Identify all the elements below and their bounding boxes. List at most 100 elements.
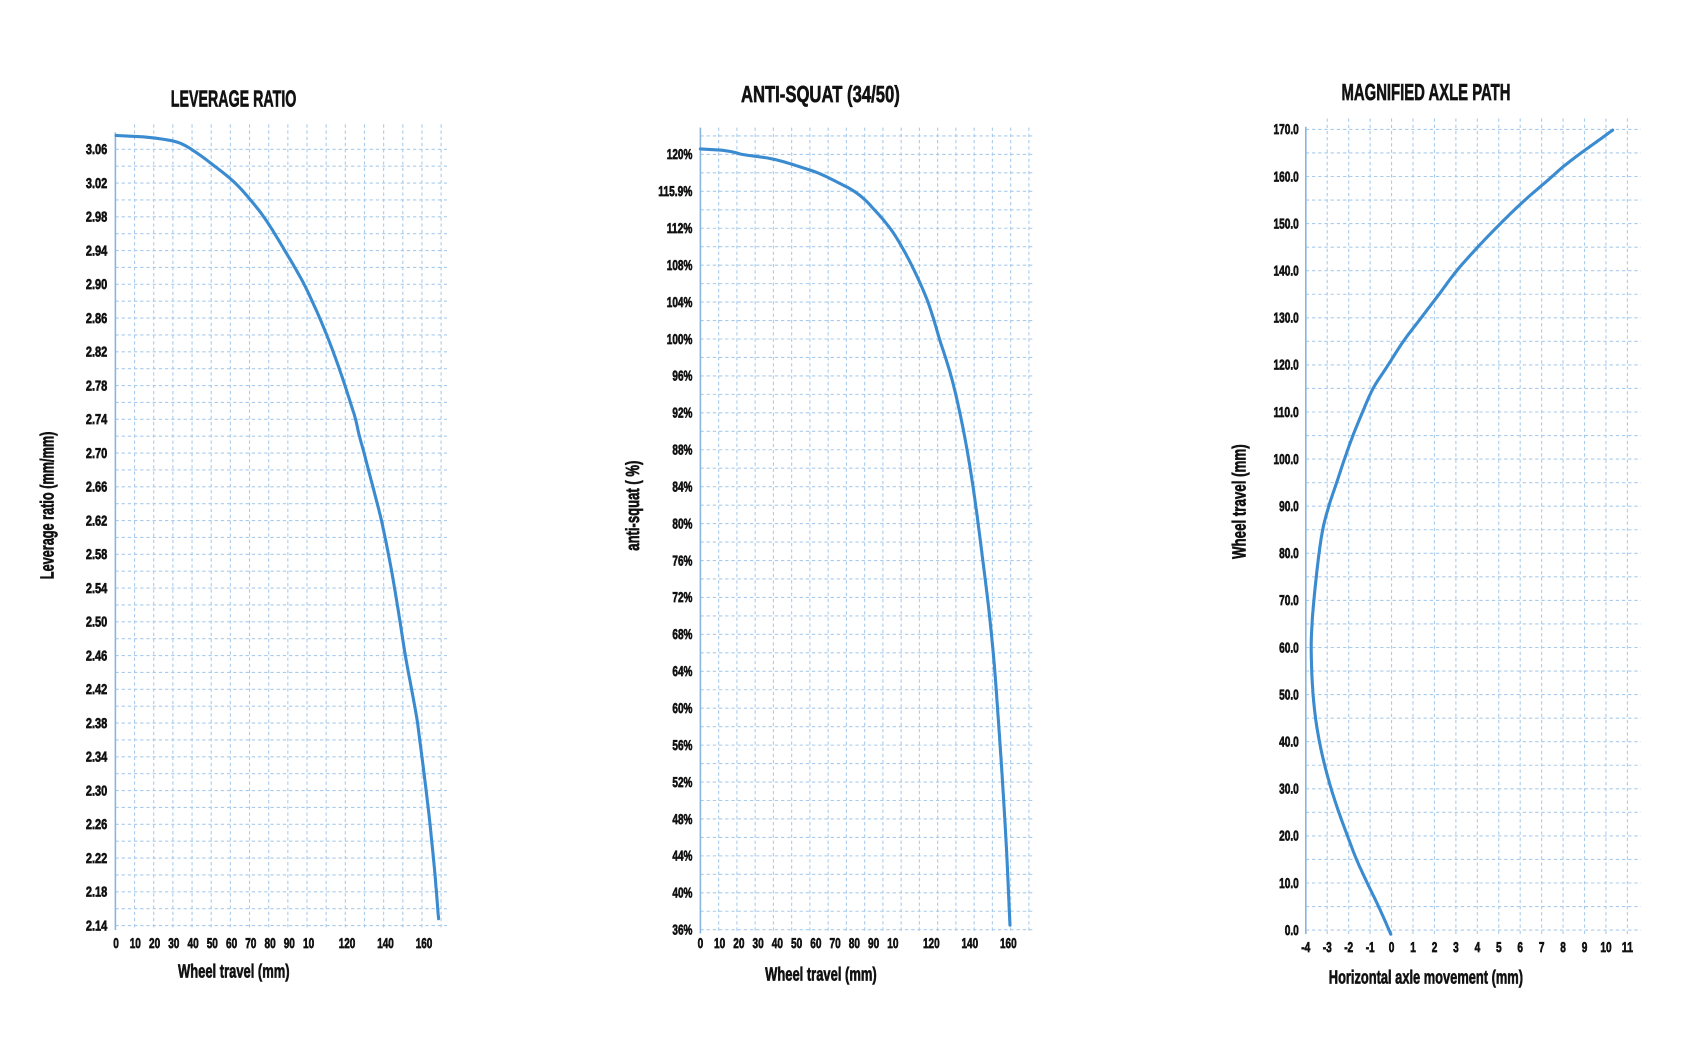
svg-text:30.0: 30.0 (1279, 782, 1299, 798)
svg-text:8: 8 (1560, 940, 1566, 956)
svg-text:84%: 84% (672, 480, 692, 496)
svg-text:2.18: 2.18 (86, 885, 107, 901)
svg-text:2.70: 2.70 (86, 446, 107, 462)
svg-text:10: 10 (1600, 940, 1611, 956)
svg-text:170.0: 170.0 (1274, 122, 1299, 138)
svg-text:40: 40 (188, 936, 199, 952)
svg-text:112%: 112% (667, 221, 693, 237)
svg-text:104%: 104% (667, 295, 693, 311)
svg-text:2: 2 (1432, 940, 1438, 956)
svg-text:Wheel travel (mm): Wheel travel (mm) (1229, 444, 1250, 559)
svg-text:110.0: 110.0 (1274, 405, 1299, 421)
svg-text:120%: 120% (667, 147, 693, 163)
svg-text:1: 1 (1410, 940, 1416, 956)
svg-text:115.9%: 115.9% (658, 184, 692, 200)
svg-text:48%: 48% (672, 812, 692, 828)
svg-text:2.14: 2.14 (86, 918, 107, 934)
svg-text:36%: 36% (672, 923, 692, 939)
svg-text:2.78: 2.78 (86, 378, 107, 394)
svg-text:0.0: 0.0 (1285, 923, 1299, 939)
svg-text:80.0: 80.0 (1279, 546, 1299, 562)
svg-text:96%: 96% (672, 369, 692, 385)
svg-text:0: 0 (1389, 940, 1395, 956)
svg-text:Leverage ratio (mm/mm): Leverage ratio (mm/mm) (38, 432, 59, 580)
svg-text:-2: -2 (1344, 940, 1353, 956)
svg-text:92%: 92% (672, 406, 692, 422)
svg-text:52%: 52% (672, 775, 692, 791)
svg-text:3: 3 (1453, 940, 1459, 956)
svg-text:30: 30 (753, 936, 764, 952)
svg-text:2.50: 2.50 (86, 615, 107, 631)
svg-text:140: 140 (377, 936, 394, 952)
svg-text:50: 50 (207, 936, 218, 952)
svg-text:160: 160 (416, 936, 433, 952)
svg-text:11: 11 (1622, 940, 1633, 956)
svg-text:-4: -4 (1301, 940, 1310, 956)
svg-text:60.0: 60.0 (1279, 640, 1299, 656)
svg-text:72%: 72% (672, 590, 692, 606)
svg-text:2.54: 2.54 (86, 581, 107, 597)
svg-text:44%: 44% (672, 849, 692, 865)
svg-text:2.26: 2.26 (86, 817, 107, 833)
svg-text:60%: 60% (672, 701, 692, 717)
svg-text:2.86: 2.86 (86, 311, 107, 327)
svg-text:160: 160 (1000, 936, 1017, 952)
svg-text:150.0: 150.0 (1274, 216, 1299, 232)
svg-text:2.38: 2.38 (86, 716, 107, 732)
svg-text:10: 10 (130, 936, 141, 952)
svg-text:-1: -1 (1366, 940, 1375, 956)
svg-text:4: 4 (1475, 940, 1481, 956)
svg-text:90: 90 (284, 936, 295, 952)
svg-text:6: 6 (1517, 940, 1523, 956)
svg-text:2.74: 2.74 (86, 412, 107, 428)
svg-text:2.82: 2.82 (86, 345, 107, 361)
svg-text:2.58: 2.58 (86, 547, 107, 563)
svg-text:9: 9 (1582, 940, 1588, 956)
svg-text:LEVERAGE RATIO: LEVERAGE RATIO (171, 85, 297, 111)
svg-text:90.0: 90.0 (1279, 499, 1299, 515)
svg-text:10: 10 (887, 936, 898, 952)
svg-text:68%: 68% (672, 627, 692, 643)
svg-text:10: 10 (303, 936, 314, 952)
svg-text:56%: 56% (672, 738, 692, 754)
svg-text:2.42: 2.42 (86, 682, 107, 698)
svg-text:5: 5 (1496, 940, 1502, 956)
svg-text:2.46: 2.46 (86, 648, 107, 664)
svg-text:Horizontal axle movement (mm): Horizontal axle movement (mm) (1329, 968, 1523, 989)
svg-text:2.94: 2.94 (86, 243, 107, 259)
svg-text:Wheel travel (mm): Wheel travel (mm) (178, 962, 290, 983)
svg-text:70.0: 70.0 (1279, 593, 1299, 609)
svg-text:120: 120 (923, 936, 940, 952)
svg-text:0: 0 (698, 936, 704, 952)
svg-text:120: 120 (339, 936, 356, 952)
svg-text:2.62: 2.62 (86, 513, 107, 529)
svg-text:2.90: 2.90 (86, 277, 107, 293)
svg-text:10: 10 (714, 936, 725, 952)
svg-text:100%: 100% (667, 332, 693, 348)
svg-text:80: 80 (849, 936, 860, 952)
svg-text:10.0: 10.0 (1279, 876, 1299, 892)
svg-text:160.0: 160.0 (1274, 169, 1299, 185)
svg-text:40: 40 (772, 936, 783, 952)
svg-text:120.0: 120.0 (1274, 358, 1299, 374)
svg-text:80: 80 (265, 936, 276, 952)
svg-text:100.0: 100.0 (1274, 452, 1299, 468)
svg-text:20: 20 (733, 936, 744, 952)
svg-text:70: 70 (830, 936, 841, 952)
svg-text:40%: 40% (672, 886, 692, 902)
svg-text:2.34: 2.34 (86, 750, 107, 766)
svg-text:76%: 76% (672, 553, 692, 569)
svg-text:7: 7 (1539, 940, 1545, 956)
svg-text:2.98: 2.98 (86, 210, 107, 226)
svg-text:0: 0 (113, 936, 119, 952)
svg-text:70: 70 (245, 936, 256, 952)
svg-text:50.0: 50.0 (1279, 687, 1299, 703)
svg-text:60: 60 (226, 936, 237, 952)
svg-text:2.22: 2.22 (86, 851, 107, 867)
svg-text:140.0: 140.0 (1274, 264, 1299, 280)
svg-text:MAGNIFIED AXLE PATH: MAGNIFIED AXLE PATH (1342, 79, 1511, 105)
svg-text:20.0: 20.0 (1279, 829, 1299, 845)
svg-text:90: 90 (868, 936, 879, 952)
svg-text:anti-squat ( %): anti-squat ( %) (623, 461, 644, 551)
svg-text:2.30: 2.30 (86, 783, 107, 799)
